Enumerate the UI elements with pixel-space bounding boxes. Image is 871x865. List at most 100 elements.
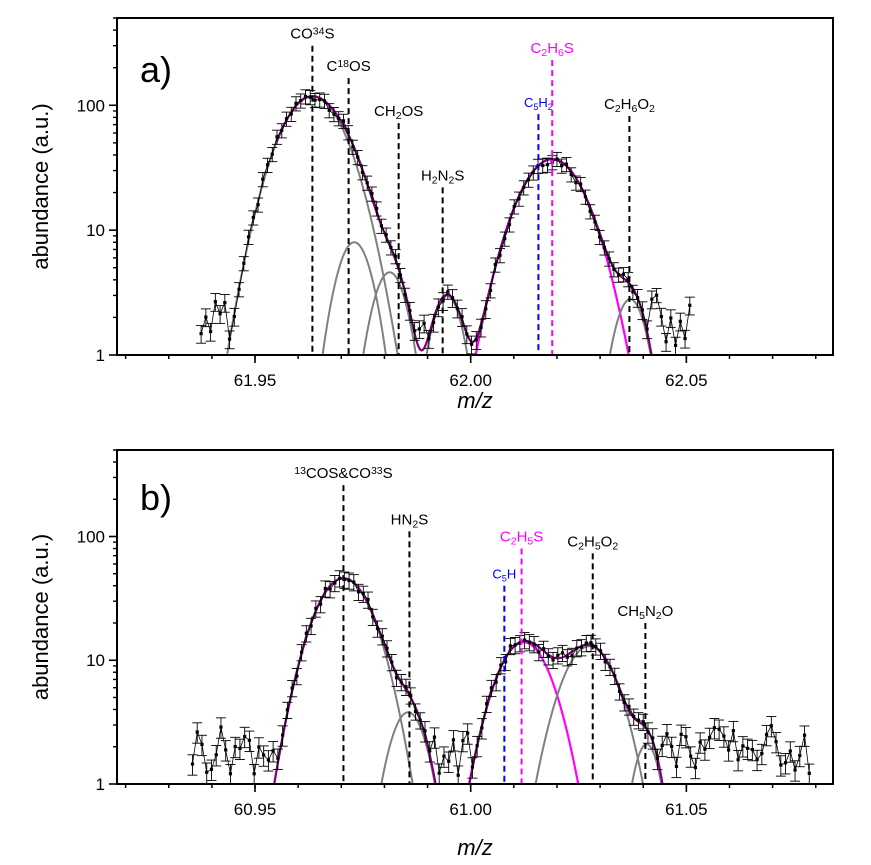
- annotation-part: H: [538, 95, 547, 110]
- data-marker: [252, 772, 256, 776]
- data-point-102: [671, 756, 682, 779]
- data-point-63: [495, 248, 506, 264]
- data-point-33: [344, 572, 355, 590]
- annotation-label-c18os: C18OS: [327, 58, 371, 75]
- annotation-part: H: [621, 96, 632, 113]
- data-marker: [684, 735, 688, 739]
- data-point-15: [267, 147, 278, 163]
- data-point-37: [371, 201, 382, 217]
- data-marker: [270, 152, 274, 156]
- data-point-57: [457, 730, 468, 753]
- data-point-130: [804, 763, 815, 784]
- data-marker: [798, 753, 802, 758]
- data-marker: [475, 744, 479, 748]
- annotation-c2h5s: C2H5S: [500, 528, 543, 784]
- data-marker: [602, 245, 606, 250]
- data-point-38: [367, 608, 378, 626]
- data-marker: [275, 135, 279, 139]
- data-marker: [247, 738, 252, 742]
- data-marker: [613, 674, 617, 678]
- data-point-64: [491, 674, 502, 692]
- data-point-8: [234, 282, 245, 298]
- data-marker: [565, 655, 569, 659]
- data-marker: [498, 253, 502, 257]
- data-point-10: [243, 229, 254, 245]
- data-marker: [460, 315, 464, 319]
- annotation-part: CH: [374, 103, 396, 120]
- data-point-5: [211, 745, 222, 767]
- data-marker: [385, 646, 389, 650]
- data-marker: [659, 314, 663, 319]
- data-marker: [246, 235, 251, 239]
- annotation-label-ch5n2o: CH5N2O: [617, 603, 673, 622]
- data-marker: [469, 342, 474, 346]
- y-tick-label: 1: [96, 346, 105, 365]
- data-marker: [689, 754, 693, 758]
- data-marker: [251, 215, 255, 220]
- annotation-part: 18: [337, 58, 349, 70]
- annotation-co34s: CO34S: [290, 26, 334, 355]
- data-point-2: [205, 322, 216, 342]
- data-point-92: [632, 289, 643, 308]
- data-marker: [564, 162, 569, 166]
- data-marker: [651, 736, 655, 740]
- data-point-61: [476, 718, 487, 740]
- annotation-label-c5h2: C5H2: [524, 95, 553, 112]
- annotation-label-co34s: CO34S: [290, 26, 334, 43]
- annotation-part: N: [645, 603, 656, 620]
- y-tick-label: 100: [77, 527, 105, 546]
- data-point-4: [215, 305, 226, 324]
- data-marker: [774, 740, 778, 744]
- data-marker: [517, 197, 521, 201]
- data-marker: [223, 301, 227, 305]
- data-point-128: [794, 745, 805, 768]
- x-tick-label: 61.95: [234, 371, 277, 390]
- data-point-1: [200, 308, 211, 328]
- data-marker: [617, 273, 621, 277]
- data-point-42: [386, 654, 397, 672]
- data-marker: [366, 597, 370, 602]
- data-marker: [418, 718, 422, 722]
- data-point-86: [604, 251, 615, 267]
- data-marker: [607, 256, 611, 261]
- data-point-25: [306, 617, 317, 636]
- data-marker: [257, 745, 261, 749]
- data-point-18: [281, 111, 292, 127]
- data-marker: [313, 98, 317, 102]
- y-axis-title: abundance (a.u.): [28, 103, 53, 269]
- data-point-30: [329, 574, 340, 593]
- data-point-22: [300, 89, 311, 105]
- data-marker: [190, 762, 195, 766]
- annotation-hn2s: HN2S: [391, 511, 428, 784]
- data-point-10: [234, 738, 245, 760]
- data-point-7: [220, 740, 231, 762]
- fit-sum-curve: [275, 95, 653, 355]
- data-point-100: [670, 336, 681, 355]
- data-marker: [281, 733, 285, 737]
- data-marker: [480, 726, 484, 730]
- data-marker: [579, 645, 584, 649]
- data-marker: [589, 641, 593, 645]
- data-point-56: [453, 765, 464, 784]
- data-point-87: [608, 262, 619, 278]
- data-marker: [484, 307, 488, 311]
- data-marker: [556, 653, 560, 657]
- data-point-101: [675, 312, 686, 332]
- data-marker: [499, 663, 503, 667]
- annotation-part: 5: [533, 102, 538, 112]
- data-marker: [523, 638, 527, 642]
- data-marker: [461, 739, 465, 743]
- data-marker: [532, 642, 536, 646]
- data-marker: [518, 641, 522, 645]
- data-point-49: [428, 313, 439, 333]
- data-marker: [712, 726, 716, 730]
- data-point-9: [230, 736, 241, 759]
- annotation-part: 5: [502, 573, 507, 583]
- data-marker: [670, 744, 674, 749]
- annotation-part: O: [637, 96, 649, 113]
- data-point-65: [504, 217, 515, 233]
- annotation-part: C: [492, 567, 501, 582]
- data-marker: [570, 654, 574, 658]
- data-marker: [731, 729, 735, 733]
